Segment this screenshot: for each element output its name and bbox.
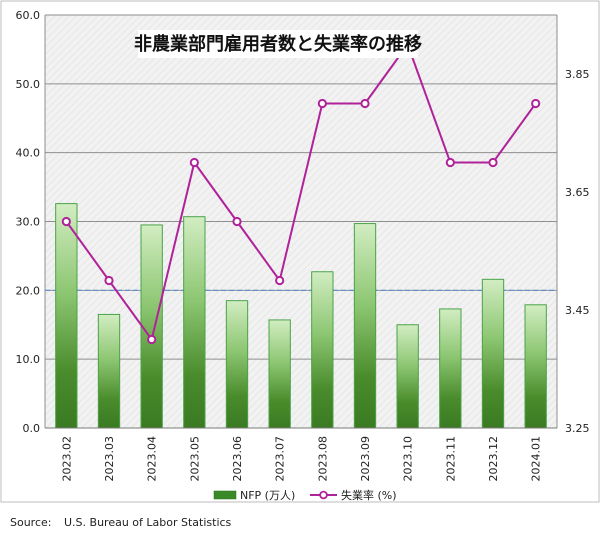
- bar: [225, 300, 249, 429]
- line-point: [232, 216, 242, 227]
- line-point: [531, 98, 541, 109]
- source-label: Source:: [10, 516, 52, 529]
- bar: [311, 271, 334, 429]
- x-axis-ticks: 2023.02 2023.03 2023.04 2023.05 2023.06 2023.…: [60, 436, 542, 482]
- bar: [268, 319, 291, 429]
- chart-border: [0, 0, 600, 503]
- y-left-tick-label: 30.0: [16, 216, 41, 229]
- line-point: [360, 98, 370, 109]
- bar: [439, 308, 462, 429]
- line-point: [488, 157, 498, 168]
- x-tick-label: 2023.07: [274, 436, 287, 482]
- y-right-tick-label: 3.85: [565, 68, 590, 81]
- bar: [55, 203, 78, 429]
- unemployment-line: [61, 39, 541, 345]
- legend-rate-label: 失業率 (%): [341, 488, 397, 502]
- chart-title: 非農業部門雇用者数と失業率の推移: [134, 33, 422, 55]
- legend: NFP (万人) 失業率 (%): [213, 488, 397, 502]
- bar: [481, 278, 505, 429]
- x-tick-label: 2023.05: [188, 436, 201, 482]
- x-tick-label: 2023.04: [146, 436, 159, 482]
- line-point: [317, 98, 327, 109]
- title-background: [138, 30, 418, 58]
- bar: [524, 304, 547, 429]
- source-text: U.S. Bureau of Labor Statistics: [64, 516, 232, 529]
- y-left-tick-label: 40.0: [16, 147, 41, 160]
- x-tick-label: 2023.02: [60, 436, 73, 482]
- y-left-tick-label: 20.0: [16, 284, 41, 297]
- x-tick-label: 2023.06: [231, 436, 244, 482]
- y-right-tick-label: 3.65: [565, 186, 590, 199]
- y-right-tick-label: 3.45: [565, 304, 590, 317]
- legend-nfp-swatch: [213, 490, 237, 500]
- y-left-tick-label: 0.0: [23, 422, 41, 435]
- x-tick-label: 2023.11: [444, 436, 457, 482]
- line-point: [189, 157, 199, 168]
- bar: [183, 216, 206, 429]
- x-tick-label: 2024.01: [530, 436, 543, 482]
- bar: [396, 324, 419, 429]
- bar: [353, 223, 377, 429]
- gridlines: [44, 14, 558, 428]
- rate-line: [65, 42, 537, 342]
- line-point: [147, 334, 157, 345]
- right-axis-ticks: 3.25 3.45 3.65 3.85: [565, 68, 590, 435]
- legend-nfp-label: NFP (万人): [240, 489, 295, 502]
- y-left-tick-label: 10.0: [16, 353, 41, 366]
- bar: [140, 224, 163, 429]
- x-tick-label: 2023.12: [487, 436, 500, 482]
- y-right-tick-label: 3.25: [565, 422, 590, 435]
- nfp-bars: [55, 203, 547, 429]
- line-point: [275, 275, 285, 286]
- line-point: [445, 157, 455, 168]
- x-tick-label: 2023.08: [316, 436, 329, 482]
- x-tick-label: 2023.03: [103, 436, 116, 482]
- y-left-tick-label: 60.0: [16, 9, 41, 22]
- x-tick-label: 2023.10: [402, 436, 415, 482]
- bar: [97, 313, 121, 429]
- y-left-tick-label: 50.0: [16, 78, 41, 91]
- x-tick-label: 2023.09: [359, 436, 372, 482]
- line-point: [104, 275, 114, 286]
- left-axis-ticks: 0.0 10.0 20.0 30.0 40.0 50.0 60.0: [16, 9, 41, 435]
- line-point: [61, 216, 71, 227]
- legend-rate-marker: [319, 490, 328, 500]
